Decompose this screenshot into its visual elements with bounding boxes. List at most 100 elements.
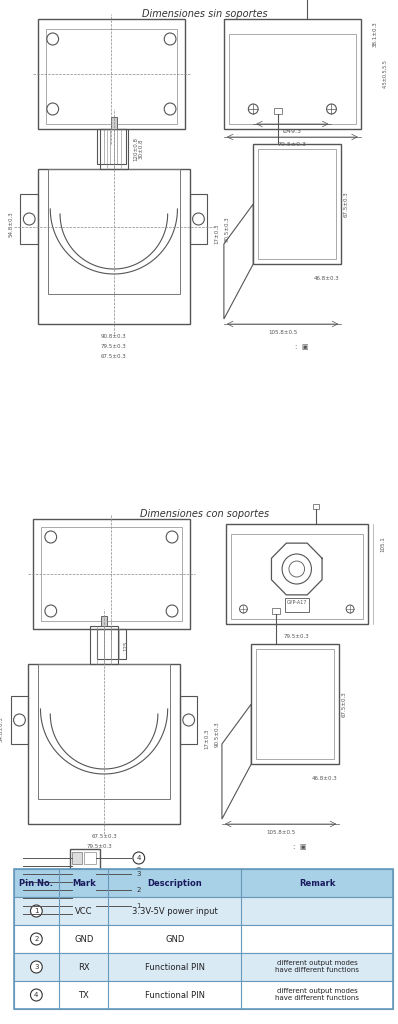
Bar	[14, 869, 393, 897]
Text: 79.5±0.3: 79.5±0.3	[86, 844, 112, 849]
Text: 67.5±0.3: 67.5±0.3	[342, 691, 347, 717]
Text: GND: GND	[74, 935, 94, 943]
Bar	[84, 900, 96, 912]
Text: 46.8±0.3: 46.8±0.3	[312, 776, 338, 781]
Bar	[84, 884, 96, 896]
Text: 67.5±0.3: 67.5±0.3	[101, 353, 127, 358]
Text: 90.5±0.3: 90.5±0.3	[224, 216, 229, 242]
Text: 125: 125	[123, 641, 128, 651]
Bar	[48, 169, 180, 294]
Text: GYP-A17: GYP-A17	[287, 599, 307, 604]
Text: 38.1±0.3: 38.1±0.3	[373, 22, 378, 47]
Text: Pin No.: Pin No.	[20, 879, 53, 888]
Text: Ø49.3: Ø49.3	[283, 128, 302, 133]
Text: 79.5±0.3: 79.5±0.3	[101, 343, 127, 348]
Bar	[231, 534, 363, 618]
Text: GND: GND	[165, 935, 185, 943]
Text: Functional PIN: Functional PIN	[145, 963, 205, 972]
Text: Mark: Mark	[72, 879, 96, 888]
Text: 105.1: 105.1	[380, 537, 385, 552]
Bar	[72, 868, 82, 880]
Text: 1: 1	[137, 903, 141, 909]
Text: 67.5±0.3: 67.5±0.3	[343, 191, 349, 217]
Bar	[11, 696, 28, 744]
Bar	[251, 644, 339, 764]
Bar	[72, 852, 82, 864]
Text: 3: 3	[34, 964, 39, 970]
Text: 90.5±0.3: 90.5±0.3	[215, 721, 220, 746]
Bar	[14, 869, 393, 1009]
Bar	[28, 664, 180, 824]
Text: TX: TX	[78, 990, 89, 999]
Text: different output modes
have different functions: different output modes have different fu…	[275, 988, 359, 1001]
Text: VCC: VCC	[75, 906, 93, 915]
Bar	[14, 897, 393, 925]
Text: 46.8±0.3: 46.8±0.3	[314, 276, 339, 282]
Text: 4: 4	[137, 855, 141, 861]
Text: 4.5±0.5,5.5: 4.5±0.5,5.5	[383, 59, 388, 88]
Bar	[46, 29, 177, 124]
Text: 54.8±0.3: 54.8±0.3	[0, 716, 3, 741]
Bar	[180, 696, 197, 744]
Bar	[14, 953, 393, 981]
Circle shape	[31, 989, 42, 1001]
Bar	[226, 524, 368, 624]
Text: 105.8±0.5: 105.8±0.5	[266, 830, 295, 836]
Circle shape	[31, 961, 42, 973]
Bar	[111, 117, 117, 129]
Text: 2: 2	[137, 887, 141, 893]
Text: 3: 3	[137, 871, 141, 877]
Bar	[20, 194, 38, 244]
Text: 79.5±0.3: 79.5±0.3	[284, 634, 310, 639]
Text: 67.5±0.3: 67.5±0.3	[91, 834, 117, 839]
Bar	[224, 19, 361, 129]
Bar	[70, 849, 100, 919]
Bar	[38, 169, 190, 324]
Bar	[190, 194, 207, 244]
Text: different output modes
have different functions: different output modes have different fu…	[275, 961, 359, 974]
Bar	[72, 884, 82, 896]
Circle shape	[31, 933, 42, 945]
Bar	[14, 981, 393, 1009]
Bar	[84, 852, 96, 864]
Bar	[97, 129, 126, 164]
Text: 79.5±0.3: 79.5±0.3	[278, 142, 307, 147]
Bar	[14, 925, 393, 953]
Circle shape	[133, 852, 144, 864]
Text: Functional PIN: Functional PIN	[145, 990, 205, 999]
Bar	[256, 649, 334, 759]
Text: :  ▣: : ▣	[295, 344, 309, 350]
Bar	[90, 626, 118, 664]
Text: 54.8±0.3: 54.8±0.3	[8, 211, 13, 237]
Circle shape	[133, 900, 144, 912]
Bar	[38, 19, 185, 129]
Bar	[258, 150, 336, 259]
Bar	[41, 527, 182, 621]
Text: 17±0.3: 17±0.3	[205, 729, 210, 750]
Bar	[97, 629, 126, 659]
Bar	[274, 108, 282, 114]
Text: 4: 4	[34, 992, 39, 998]
Text: 17±0.3: 17±0.3	[215, 224, 220, 245]
Text: Remark: Remark	[299, 879, 336, 888]
Circle shape	[133, 868, 144, 880]
Bar	[313, 504, 319, 509]
Text: 120±0.8
30±0.8: 120±0.8 30±0.8	[133, 137, 144, 161]
Text: 3.3V-5V power input: 3.3V-5V power input	[132, 906, 218, 915]
Text: :  ▣: : ▣	[293, 844, 307, 850]
Text: 1: 1	[34, 908, 39, 914]
Bar	[100, 129, 127, 169]
Text: 90.8±0.3: 90.8±0.3	[101, 334, 127, 339]
Text: RX: RX	[78, 963, 90, 972]
Circle shape	[31, 905, 42, 918]
Bar	[272, 608, 280, 614]
Bar	[229, 34, 356, 124]
Text: Dimensiones con soportes: Dimensiones con soportes	[140, 509, 269, 519]
Bar	[253, 144, 341, 264]
Bar	[84, 868, 96, 880]
Bar	[38, 664, 170, 799]
Bar	[72, 900, 82, 912]
Bar	[33, 519, 190, 629]
Bar	[101, 616, 107, 626]
Text: 105.8±0.5: 105.8±0.5	[268, 331, 297, 336]
